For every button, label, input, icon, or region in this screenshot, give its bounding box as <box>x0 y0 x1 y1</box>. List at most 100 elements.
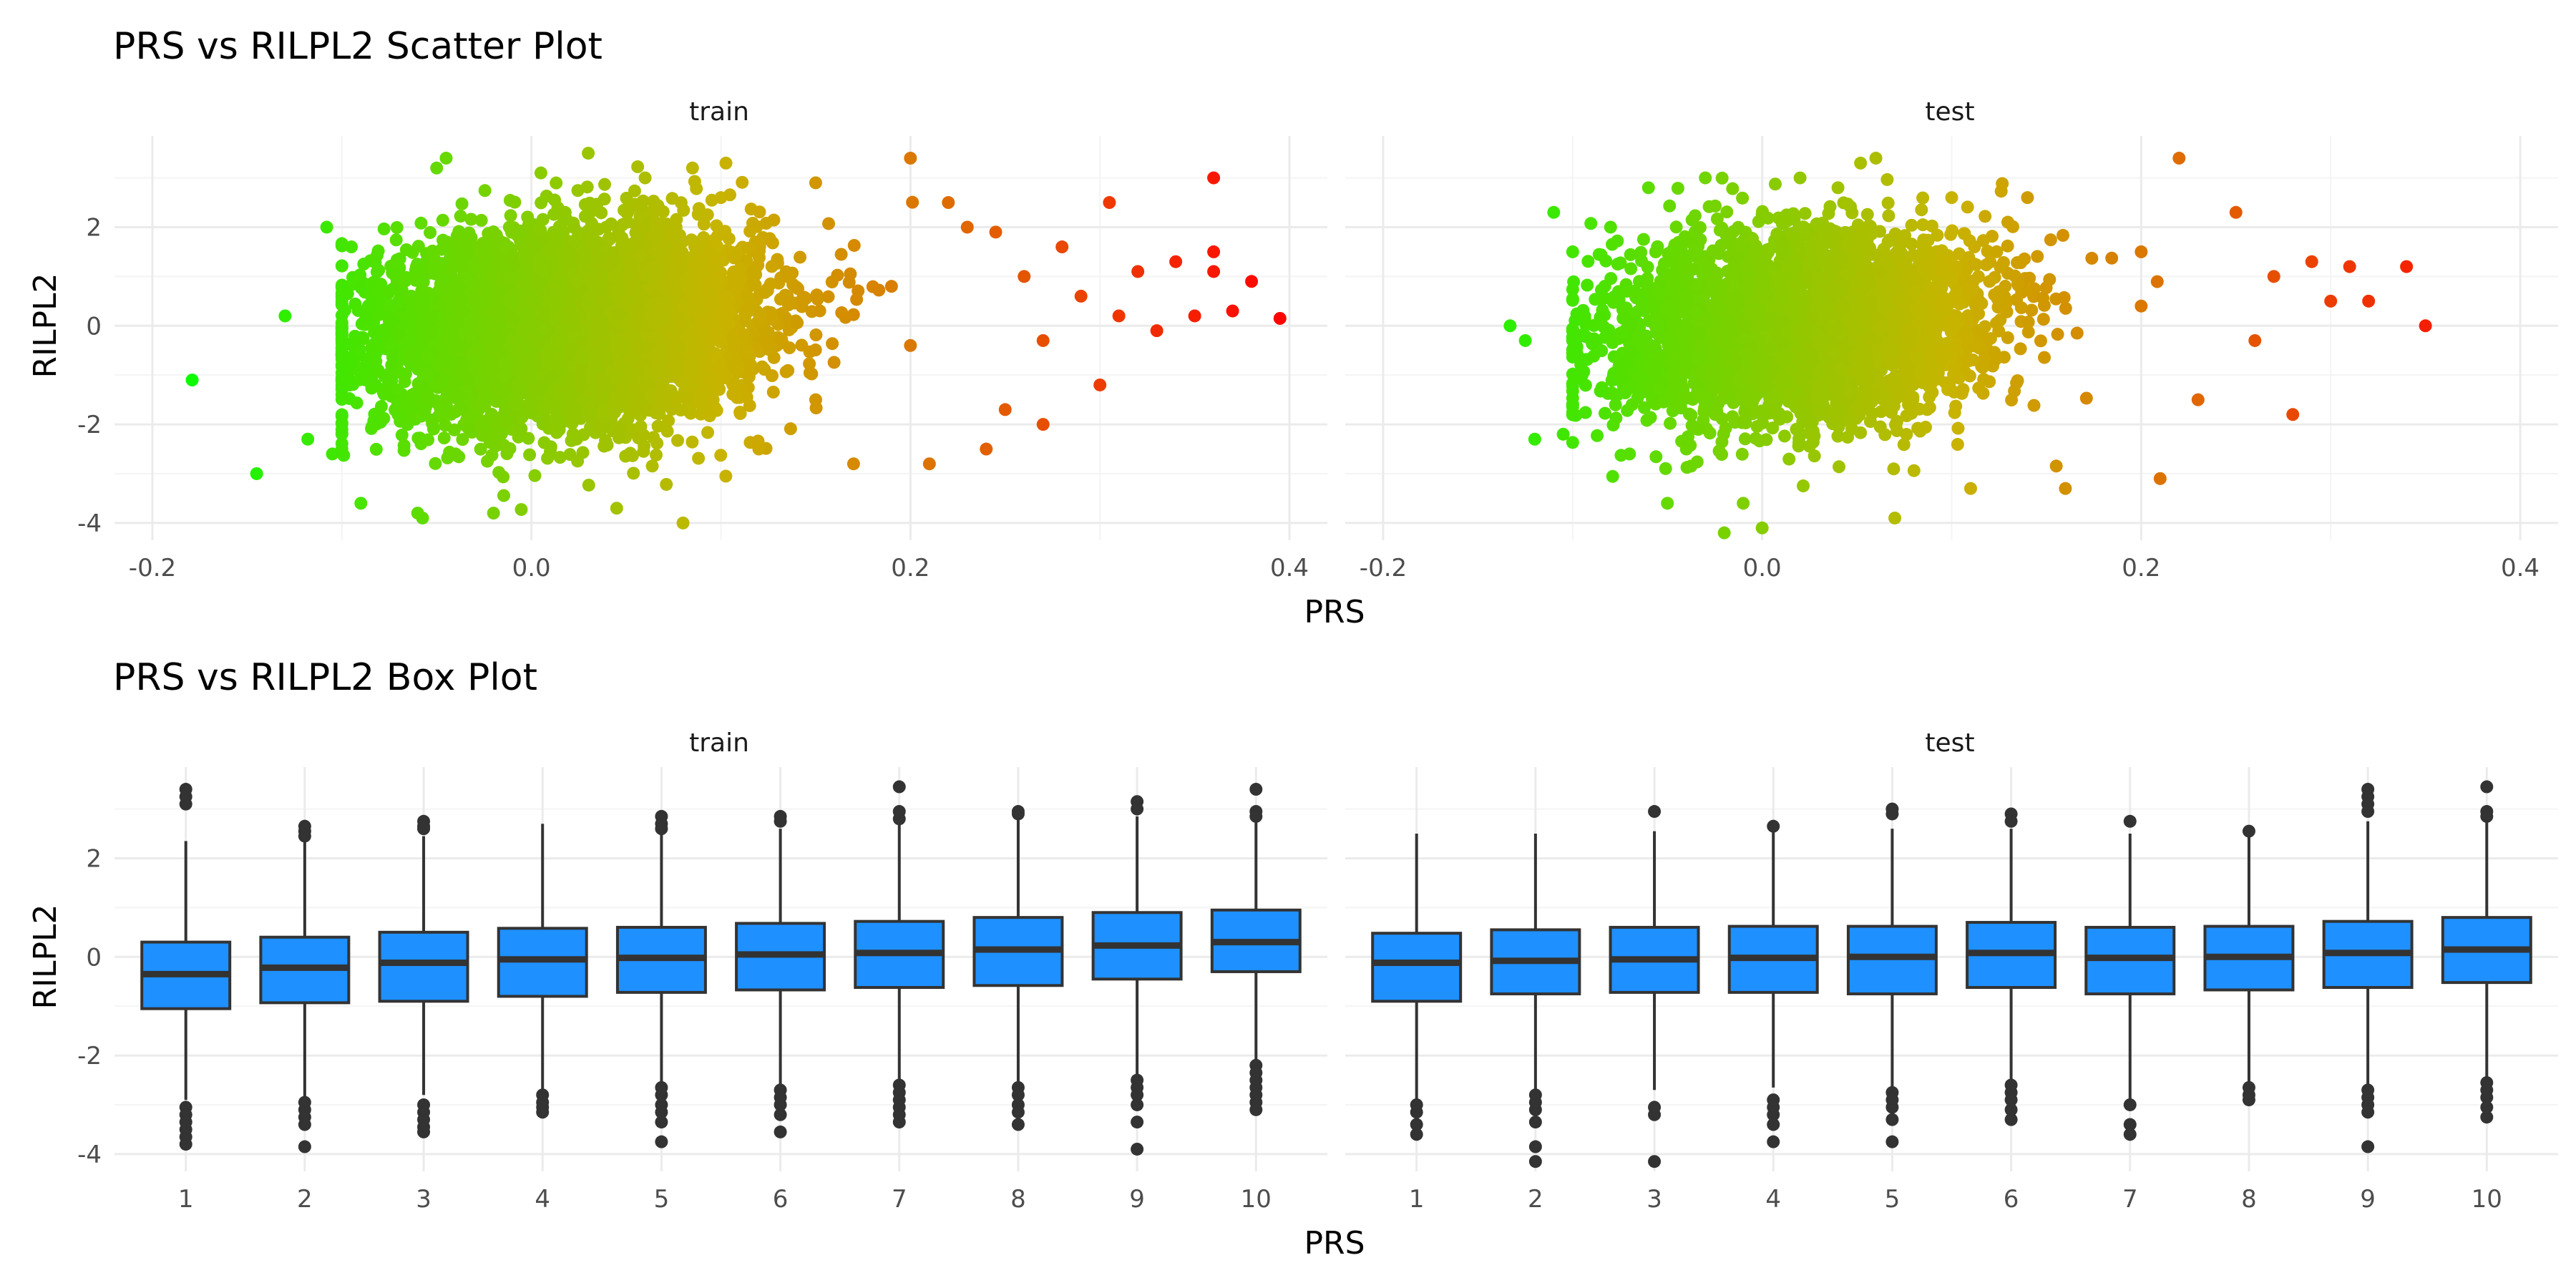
scatter-y-tick-label: -4 <box>77 509 102 538</box>
scatter-point <box>547 422 561 436</box>
scatter-point <box>358 360 371 374</box>
scatter-x-tick-label: -0.2 <box>129 554 176 582</box>
scatter-point <box>335 409 348 423</box>
scatter-point <box>377 222 391 235</box>
scatter-point <box>411 431 425 445</box>
scatter-point <box>452 225 466 238</box>
scatter-point <box>335 427 348 441</box>
scatter-point <box>504 209 517 223</box>
scatter-point <box>422 368 436 381</box>
scatter-point <box>508 195 522 209</box>
scatter-point <box>373 308 386 321</box>
scatter-point <box>742 241 756 255</box>
scatter-point <box>595 206 608 220</box>
scatter-panel-train: -0.2 0.0 0.2 0.4-4-202 <box>77 136 1327 582</box>
scatter-facet-label-train: train <box>689 97 749 127</box>
scatter-point <box>714 449 728 462</box>
scatter-point <box>847 238 861 252</box>
scatter-point <box>686 435 699 449</box>
scatter-point <box>627 467 640 480</box>
scatter-point <box>523 448 537 462</box>
scatter-point <box>395 429 409 442</box>
scatter-point <box>474 213 488 227</box>
scatter-point <box>761 335 774 348</box>
scatter-point <box>566 427 580 441</box>
scatter-point <box>691 208 705 221</box>
scatter-x-tick-label: 0.2 <box>891 554 930 582</box>
scatter-point <box>628 184 641 197</box>
scatter-point <box>371 248 384 262</box>
scatter-point <box>397 439 411 452</box>
scatter-chart: PRS vs RILPL2 Scatter Plot train test -0… <box>27 25 2558 630</box>
scatter-point <box>383 298 396 312</box>
scatter-point <box>548 193 562 207</box>
scatter-point <box>650 448 663 462</box>
scatter-point <box>522 218 535 231</box>
scatter-point <box>335 259 348 273</box>
scatter-point <box>805 367 819 381</box>
scatter-point <box>872 283 886 297</box>
scatter-point <box>483 436 497 449</box>
scatter-point <box>343 391 356 405</box>
scatter-point <box>834 248 848 261</box>
scatter-point <box>742 301 756 314</box>
scatter-point <box>690 182 703 195</box>
scatter-point <box>514 503 528 517</box>
scatter-point <box>784 422 797 436</box>
scatter-point <box>660 477 673 491</box>
scatter-point <box>738 314 752 328</box>
scatter-point <box>389 233 403 247</box>
scatter-facet-label-test: test <box>1925 97 1974 127</box>
scatter-point <box>597 192 611 206</box>
scatter-point <box>414 216 428 230</box>
scatter-point <box>615 231 629 245</box>
scatter-point <box>597 177 611 191</box>
scatter-point <box>509 399 522 412</box>
scatter-point <box>649 406 663 420</box>
scatter-point <box>645 459 659 473</box>
scatter-point <box>811 293 824 306</box>
scatter-point <box>440 235 454 249</box>
scatter-point <box>429 457 442 470</box>
scatter-point <box>411 240 425 253</box>
scatter-point <box>464 213 478 226</box>
scatter-point <box>474 442 487 456</box>
scatter-point <box>390 220 404 234</box>
scatter-point <box>656 205 670 218</box>
scatter-point <box>637 444 650 458</box>
scatter-point <box>827 356 841 369</box>
scatter-point <box>701 426 715 439</box>
scatter-point <box>367 414 381 428</box>
scatter-x-tick-label: 0.4 <box>1270 554 1309 582</box>
scatter-point <box>461 235 474 249</box>
scatter-point <box>409 273 422 287</box>
scatter-point <box>437 431 451 445</box>
scatter-point <box>709 258 723 272</box>
scatter-point <box>348 297 362 311</box>
scatter-point <box>906 195 919 209</box>
scatter-point <box>756 360 769 374</box>
scatter-point <box>503 441 517 455</box>
scatter-point <box>478 184 492 197</box>
scatter-point <box>697 218 711 231</box>
scatter-point <box>753 240 766 253</box>
scatter-point <box>727 275 741 288</box>
scatter-point <box>582 478 595 492</box>
scatter-point <box>585 217 598 230</box>
scatter-point <box>722 232 736 245</box>
scatter-point <box>418 404 431 418</box>
scatter-point <box>753 205 766 219</box>
scatter-point <box>635 238 648 251</box>
scatter-point <box>449 376 462 390</box>
scatter-point <box>835 306 849 320</box>
scatter-point <box>369 442 383 456</box>
scatter-point <box>462 421 475 435</box>
scatter-point <box>455 197 469 210</box>
scatter-point <box>336 283 350 297</box>
scatter-point <box>369 348 382 362</box>
scatter-y-tick-label: -2 <box>77 411 102 439</box>
scatter-point <box>335 371 348 384</box>
scatter-point <box>553 451 567 464</box>
scatter-point <box>743 225 757 238</box>
